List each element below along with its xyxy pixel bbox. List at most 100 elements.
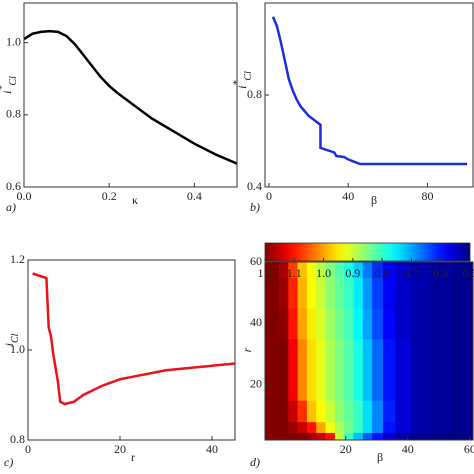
y-tick-label: 20 [250,377,262,391]
heat-cell [306,308,317,340]
heat-cell [306,262,317,278]
heat-cell [451,277,473,309]
heat-cell [316,432,327,440]
heat-cell [306,400,317,423]
heat-cell [297,432,308,440]
heat-cell [429,421,452,433]
heat-cell [410,432,431,440]
heat-cell [316,369,327,401]
heat-cell [372,421,384,433]
heat-cell [278,338,289,371]
heat-cell [362,369,373,401]
heat-cell [395,369,412,401]
heat-cell [395,338,412,371]
y-axis-label-base: r [240,347,254,352]
y-axis-label-sub: Cl [8,76,19,86]
heat-cell [429,400,452,423]
y-tick-label: 1.0 [6,34,21,48]
heat-cell [353,432,364,440]
heat-cell [334,400,345,423]
heat-cell [353,421,364,433]
heat-cell [278,421,289,433]
heat-cell [306,338,317,371]
heat-cell [395,421,412,433]
heat-cell [410,262,431,278]
heat-cell [344,262,355,278]
plot-area [271,16,468,166]
heat-cell [297,262,308,278]
heat-cell [429,432,452,440]
heat-cell [265,308,280,340]
heat-cell [297,400,308,423]
heat-cell [334,277,345,309]
heat-cell [410,400,431,423]
heat-cell [316,262,327,278]
heat-cell [265,369,280,401]
x-tick-label: 0.2 [102,189,117,203]
panel: 0.0 0.2 0.4 0.6 0.8 1.0 κ a) i*Cl [0,2,238,214]
heat-cell [382,338,396,371]
heat-cell [288,432,299,440]
heat-cell [297,308,308,340]
heat-cell [316,400,327,423]
heat-cell [265,421,280,433]
heat-cell [344,421,355,433]
heat-cell [344,432,355,440]
y-axis-label-sub: Cl [243,71,254,81]
y-tick-label: 0.4 [247,179,262,193]
panel-label: a) [6,200,16,214]
x-axis-label: κ [132,193,138,207]
heat-cell [325,308,336,340]
plot-area [24,29,237,165]
heat-cell [288,369,299,401]
x-axis-label: r [131,450,135,464]
heat-cell [325,400,336,423]
heat-cell [362,421,373,433]
heat-cell [297,369,308,401]
heat-cell [451,338,473,371]
x-tick-label: 0 [25,442,31,456]
colorbar-tick-label: 1.0 [316,266,331,280]
heat-cell [353,308,364,340]
line [271,16,468,166]
heat-cell [382,262,396,278]
y-tick-label: 1.2 [10,252,25,266]
y-axis-label-base: i [235,86,249,89]
heat-cell [278,432,289,440]
panel-label: d) [250,455,260,469]
heat-cell [325,262,336,278]
colorbar-tick-label: 0.6 [433,266,448,280]
heat-cell [395,432,412,440]
colorbar-tick-label: 0.9 [345,266,360,280]
panel: 1.21.11.00.90.80.70.60.5204060204060βd)r [240,242,474,469]
heat-cell [382,308,396,340]
heat-cell [362,262,373,278]
x-tick-label: 0.0 [17,189,32,203]
heat-cell [344,277,355,309]
colorbar-tick-label: 0.5 [463,266,474,280]
y-axis-label: i*Cl [0,76,19,94]
heat-cell [451,400,473,423]
heat-cell [334,308,345,340]
heat-cell [288,308,299,340]
heat-cell [278,308,289,340]
heat-cell [344,308,355,340]
y-tick-label: 40 [250,315,262,329]
axes-frame [264,261,474,441]
heat-cell [353,400,364,423]
heat-cell [451,432,473,440]
heat-cell [306,432,317,440]
heat-cell [334,421,345,433]
heat-cell [316,421,327,433]
heat-cell [278,369,289,401]
heat-cell [325,338,336,371]
y-tick-label: 0.8 [247,87,262,101]
heat-cell [362,338,373,371]
heat-cell [288,277,299,309]
heat-cell [410,338,431,371]
heat-cell [306,421,317,433]
heat-cell [410,308,431,340]
y-axis-label-sup: * [0,86,8,91]
x-tick-label: 40 [206,442,218,456]
